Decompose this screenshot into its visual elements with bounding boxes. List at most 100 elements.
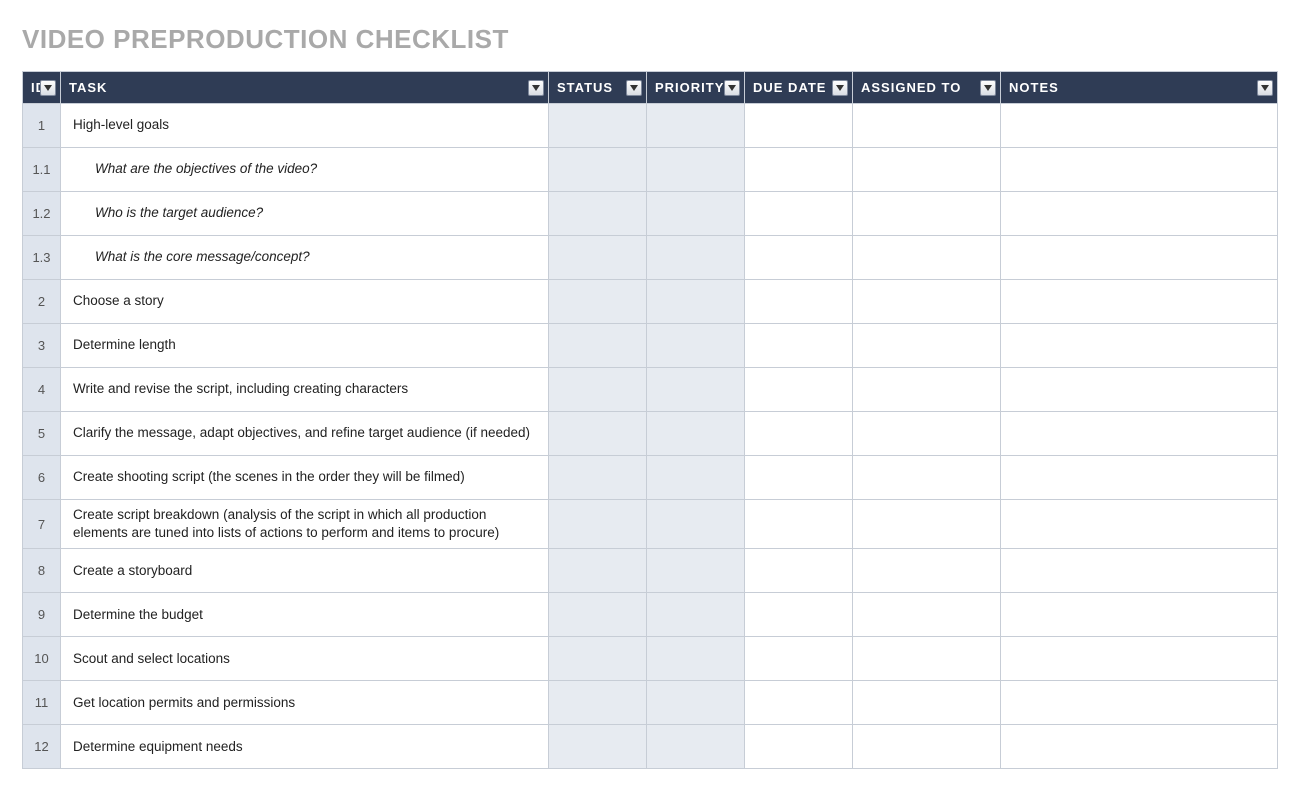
cell-priority[interactable]	[647, 104, 745, 148]
cell-dueDate[interactable]	[745, 412, 853, 456]
cell-priority[interactable]	[647, 725, 745, 769]
cell-priority[interactable]	[647, 593, 745, 637]
cell-id[interactable]: 6	[23, 456, 61, 500]
cell-priority[interactable]	[647, 324, 745, 368]
cell-task[interactable]: Clarify the message, adapt objectives, a…	[61, 412, 549, 456]
cell-assigned[interactable]	[853, 412, 1001, 456]
cell-status[interactable]	[549, 104, 647, 148]
cell-assigned[interactable]	[853, 456, 1001, 500]
cell-notes[interactable]	[1001, 280, 1278, 324]
cell-id[interactable]: 8	[23, 549, 61, 593]
cell-task[interactable]: Determine equipment needs	[61, 725, 549, 769]
cell-assigned[interactable]	[853, 500, 1001, 549]
cell-id[interactable]: 1.2	[23, 192, 61, 236]
cell-notes[interactable]	[1001, 456, 1278, 500]
cell-notes[interactable]	[1001, 500, 1278, 549]
cell-assigned[interactable]	[853, 681, 1001, 725]
filter-btn-assigned-to[interactable]	[980, 80, 996, 96]
cell-id[interactable]: 3	[23, 324, 61, 368]
cell-priority[interactable]	[647, 368, 745, 412]
cell-id[interactable]: 10	[23, 637, 61, 681]
cell-assigned[interactable]	[853, 236, 1001, 280]
filter-btn-status[interactable]	[626, 80, 642, 96]
cell-status[interactable]	[549, 593, 647, 637]
cell-status[interactable]	[549, 280, 647, 324]
cell-id[interactable]: 2	[23, 280, 61, 324]
cell-notes[interactable]	[1001, 593, 1278, 637]
cell-task[interactable]: What is the core message/concept?	[61, 236, 549, 280]
cell-status[interactable]	[549, 324, 647, 368]
cell-id[interactable]: 5	[23, 412, 61, 456]
cell-assigned[interactable]	[853, 148, 1001, 192]
cell-priority[interactable]	[647, 280, 745, 324]
cell-id[interactable]: 1.1	[23, 148, 61, 192]
cell-priority[interactable]	[647, 148, 745, 192]
cell-status[interactable]	[549, 192, 647, 236]
cell-priority[interactable]	[647, 412, 745, 456]
cell-dueDate[interactable]	[745, 148, 853, 192]
cell-dueDate[interactable]	[745, 500, 853, 549]
cell-status[interactable]	[549, 500, 647, 549]
cell-assigned[interactable]	[853, 104, 1001, 148]
filter-btn-priority[interactable]	[724, 80, 740, 96]
cell-id[interactable]: 1.3	[23, 236, 61, 280]
cell-task[interactable]: Create shooting script (the scenes in th…	[61, 456, 549, 500]
cell-id[interactable]: 1	[23, 104, 61, 148]
cell-notes[interactable]	[1001, 681, 1278, 725]
cell-status[interactable]	[549, 456, 647, 500]
cell-assigned[interactable]	[853, 725, 1001, 769]
cell-task[interactable]: Scout and select locations	[61, 637, 549, 681]
cell-dueDate[interactable]	[745, 280, 853, 324]
cell-id[interactable]: 7	[23, 500, 61, 549]
cell-task[interactable]: Create script breakdown (analysis of the…	[61, 500, 549, 549]
cell-dueDate[interactable]	[745, 725, 853, 769]
cell-status[interactable]	[549, 368, 647, 412]
cell-id[interactable]: 11	[23, 681, 61, 725]
cell-status[interactable]	[549, 637, 647, 681]
cell-task[interactable]: What are the objectives of the video?	[61, 148, 549, 192]
cell-task[interactable]: Choose a story	[61, 280, 549, 324]
cell-assigned[interactable]	[853, 192, 1001, 236]
cell-dueDate[interactable]	[745, 368, 853, 412]
cell-notes[interactable]	[1001, 192, 1278, 236]
filter-btn-id[interactable]	[40, 80, 56, 96]
cell-notes[interactable]	[1001, 412, 1278, 456]
cell-assigned[interactable]	[853, 637, 1001, 681]
cell-notes[interactable]	[1001, 637, 1278, 681]
cell-priority[interactable]	[647, 192, 745, 236]
cell-dueDate[interactable]	[745, 549, 853, 593]
cell-dueDate[interactable]	[745, 637, 853, 681]
cell-notes[interactable]	[1001, 725, 1278, 769]
cell-dueDate[interactable]	[745, 681, 853, 725]
cell-priority[interactable]	[647, 681, 745, 725]
cell-dueDate[interactable]	[745, 104, 853, 148]
cell-task[interactable]: Determine length	[61, 324, 549, 368]
cell-notes[interactable]	[1001, 368, 1278, 412]
cell-task[interactable]: Determine the budget	[61, 593, 549, 637]
cell-status[interactable]	[549, 236, 647, 280]
cell-task[interactable]: Who is the target audience?	[61, 192, 549, 236]
cell-notes[interactable]	[1001, 104, 1278, 148]
cell-priority[interactable]	[647, 637, 745, 681]
cell-status[interactable]	[549, 549, 647, 593]
cell-notes[interactable]	[1001, 324, 1278, 368]
cell-assigned[interactable]	[853, 280, 1001, 324]
cell-task[interactable]: Get location permits and permissions	[61, 681, 549, 725]
cell-task[interactable]: Create a storyboard	[61, 549, 549, 593]
cell-notes[interactable]	[1001, 148, 1278, 192]
cell-id[interactable]: 9	[23, 593, 61, 637]
cell-status[interactable]	[549, 725, 647, 769]
cell-notes[interactable]	[1001, 236, 1278, 280]
cell-id[interactable]: 12	[23, 725, 61, 769]
cell-task[interactable]: High-level goals	[61, 104, 549, 148]
cell-dueDate[interactable]	[745, 236, 853, 280]
cell-dueDate[interactable]	[745, 456, 853, 500]
cell-status[interactable]	[549, 412, 647, 456]
cell-status[interactable]	[549, 681, 647, 725]
cell-priority[interactable]	[647, 236, 745, 280]
cell-assigned[interactable]	[853, 593, 1001, 637]
cell-dueDate[interactable]	[745, 324, 853, 368]
cell-assigned[interactable]	[853, 549, 1001, 593]
cell-priority[interactable]	[647, 500, 745, 549]
cell-dueDate[interactable]	[745, 192, 853, 236]
